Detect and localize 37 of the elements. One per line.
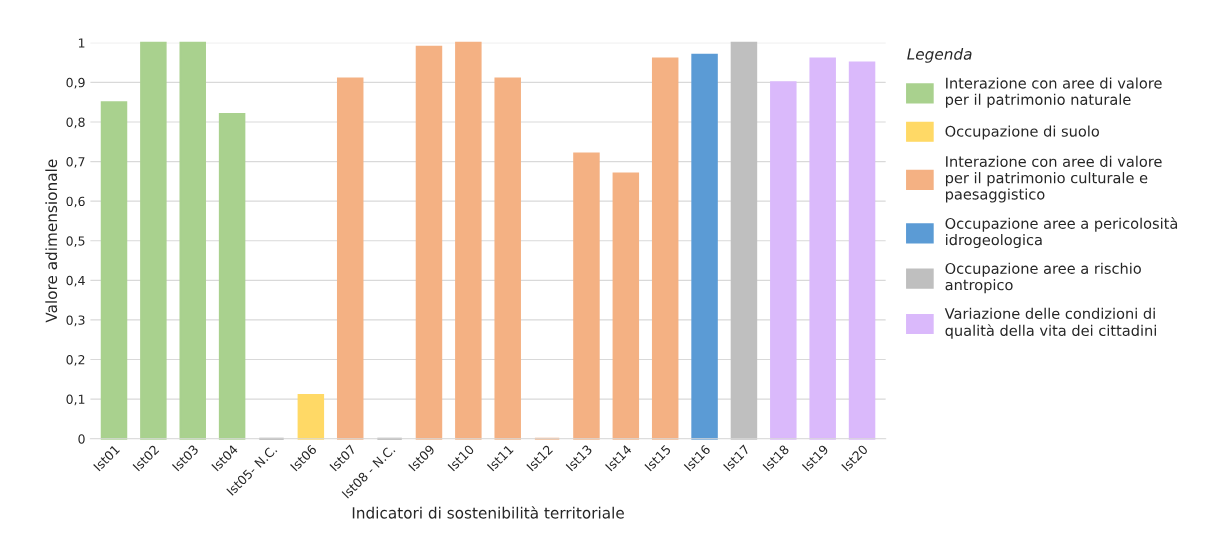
bar: [415, 45, 443, 440]
legend-label: Occupazione aree a pericolosità idrogeologica: [945, 217, 1178, 249]
bar: [730, 41, 758, 440]
bar: [691, 53, 718, 440]
bar: [848, 61, 876, 440]
legend-title: Legenda: [907, 48, 972, 63]
y-tick-label: 0,5: [66, 236, 85, 247]
bar: [809, 57, 836, 440]
legend-label: Interazione con aree di valore per il patrimonio culturale e paesaggistico: [945, 155, 1162, 203]
legend-label: Occupazione aree a rischio antropico: [945, 262, 1141, 294]
bar: [573, 152, 600, 440]
bar: [651, 57, 679, 440]
bar: [218, 113, 246, 440]
x-axis-title: Indicatori di sostenibilità territoriale: [352, 506, 624, 519]
bar: [100, 101, 128, 440]
bar: [455, 41, 482, 440]
bar: [336, 77, 364, 440]
bar: [179, 41, 206, 440]
legend-label: Variazione delle condizioni di qualità della vita dei cittadini: [944, 307, 1156, 339]
y-tick-label: 0,2: [66, 354, 85, 366]
y-tick-label: 0,1: [66, 394, 85, 406]
bar: [140, 41, 167, 440]
legend-label: Occupazione di suolo: [945, 125, 1099, 140]
y-tick-label: 0,4: [66, 275, 85, 287]
legend-label: Interazione con aree di valore per il patrimonio naturale: [945, 77, 1162, 108]
y-tick-label: 0,9: [66, 77, 85, 89]
y-tick-label: 0: [78, 434, 85, 444]
bar: [297, 394, 325, 440]
y-tick-label: 0,7: [66, 157, 85, 168]
y-tick-label: 0,6: [66, 196, 85, 208]
bar: [612, 172, 640, 440]
y-tick-label: 1: [78, 38, 85, 48]
y-tick-label: 0,3: [66, 315, 85, 327]
bar: [494, 77, 521, 440]
y-axis-title: Valore adimensionale: [45, 159, 58, 323]
bar: [770, 81, 797, 440]
y-tick-label: 0,8: [66, 117, 85, 129]
